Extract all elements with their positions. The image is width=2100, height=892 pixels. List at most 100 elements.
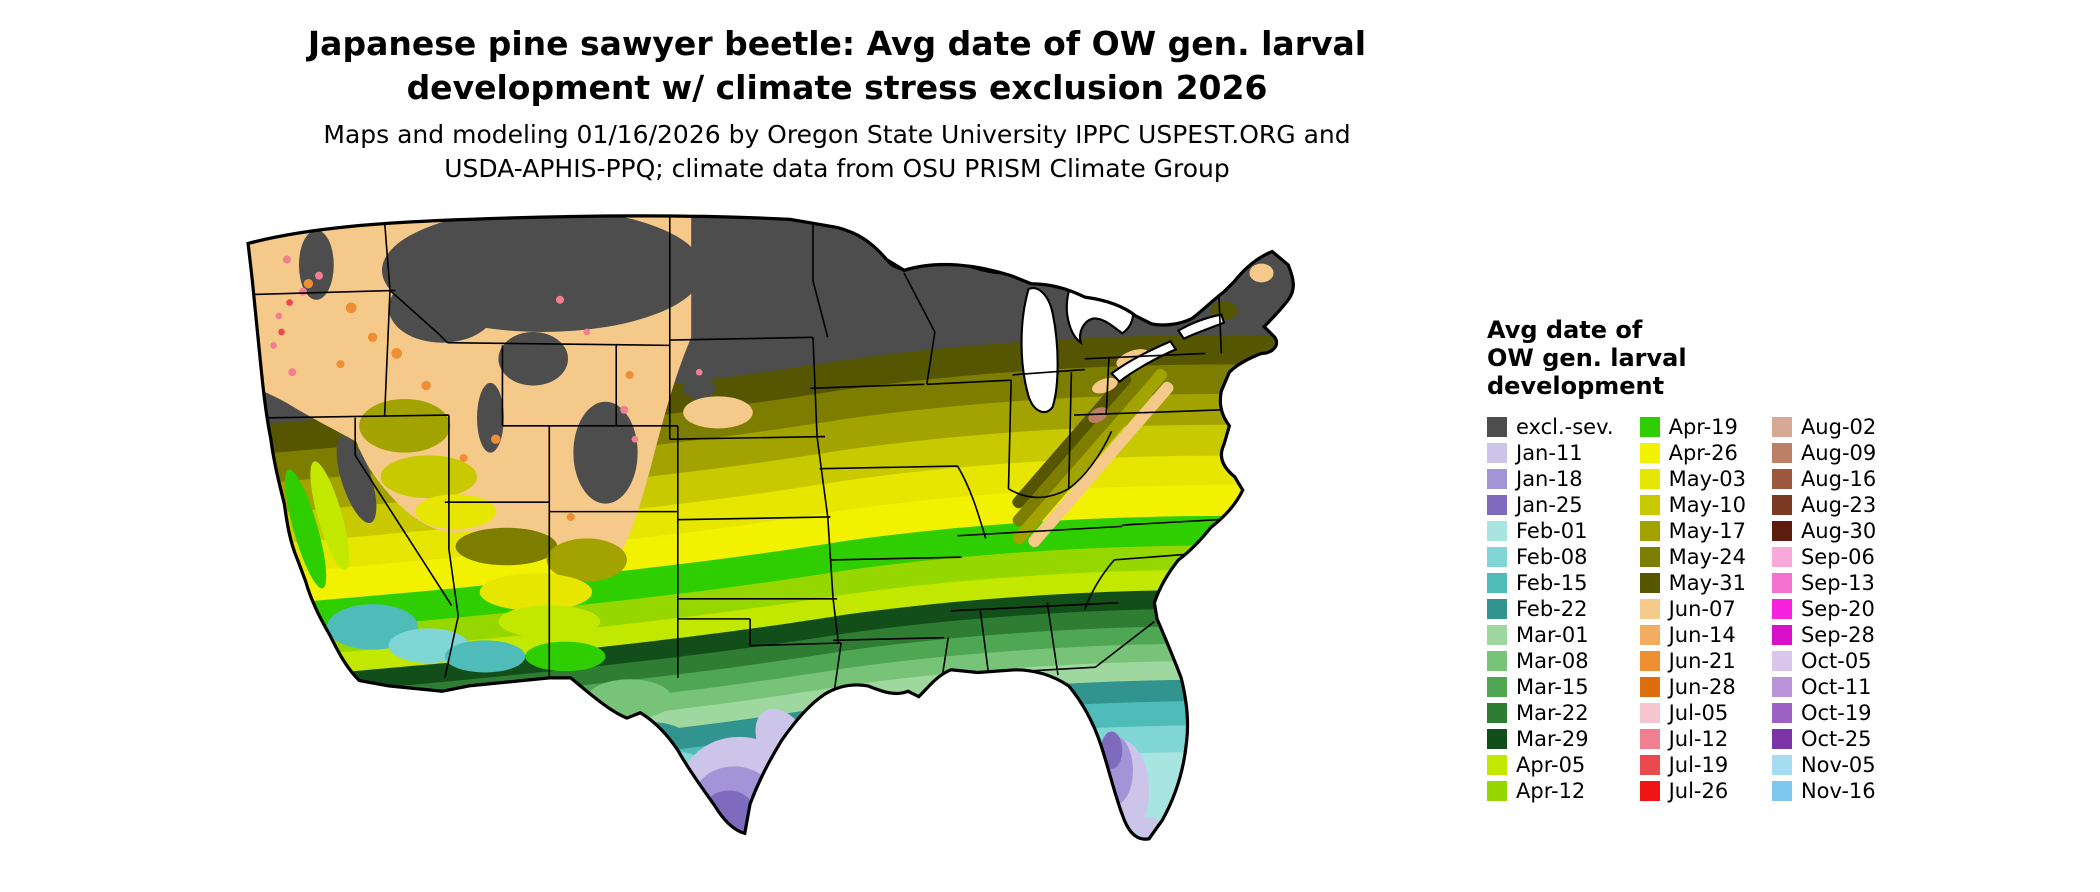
legend-label: Sep-28 [1800,622,1875,647]
legend-label: Apr-05 [1516,752,1586,777]
legend-label: Jun-21 [1668,648,1736,673]
legend-title: Avg date of OW gen. larval development [1487,316,1927,400]
legend-swatch [1639,755,1660,775]
legend-item: Oct-11 [1771,674,1876,700]
legend-swatch [1771,677,1792,697]
legend-swatch [1639,677,1660,697]
legend-swatch [1487,443,1507,463]
legend-swatch [1639,781,1660,801]
legend-label: Mar-29 [1516,726,1589,751]
legend-swatch [1487,781,1507,801]
legend-swatch [1487,755,1507,775]
legend-column: excl.-sev. Jan-11 Jan-18 Jan-25 Feb-01 Feb-08… [1487,414,1614,804]
legend-swatch [1771,755,1792,775]
legend-swatch [1639,573,1660,593]
legend-label: Aug-23 [1800,492,1877,517]
jun-speckles [303,279,634,522]
legend-swatch [1487,677,1507,697]
legend-swatch [1639,469,1660,489]
legend-label: Apr-19 [1668,414,1738,439]
legend-label: Feb-01 [1516,518,1588,543]
lake-michigan [1020,287,1059,414]
legend-label: May-31 [1668,570,1746,595]
legend-label: Feb-22 [1516,596,1588,621]
legend-item: Apr-05 [1487,752,1614,778]
legend-label: Oct-25 [1800,726,1872,751]
legend-item: Jun-14 [1639,622,1746,648]
legend-item: Jan-11 [1487,440,1614,466]
legend-swatch [1639,651,1660,671]
legend-swatch [1639,703,1660,723]
legend-label: Mar-01 [1516,622,1589,647]
us-map-svg [246,214,1295,841]
legend-label: Mar-22 [1516,700,1589,725]
legend-label: Sep-20 [1800,596,1875,621]
lake-erie [1109,340,1178,384]
legend-label: Jul-12 [1668,726,1729,751]
lake-ontario [1176,313,1226,341]
legend-swatch [1487,547,1507,567]
legend-item: Feb-01 [1487,518,1614,544]
legend-item: May-17 [1639,518,1746,544]
legend-swatch [1771,417,1792,437]
figure-title: Japanese pine sawyer beetle: Avg date of… [237,22,1437,110]
legend-item: Jul-26 [1639,778,1746,804]
legend-item: Jan-25 [1487,492,1614,518]
legend-title-line3: development [1487,372,1665,400]
legend-swatch [1639,443,1660,463]
legend-item: Apr-26 [1639,440,1746,466]
legend-item: Sep-06 [1771,544,1876,570]
legend-item: Mar-01 [1487,622,1614,648]
legend-item: Nov-05 [1771,752,1876,778]
legend-item: Aug-30 [1771,518,1877,544]
legend-swatch [1771,573,1792,593]
legend-title-line1: Avg date of [1487,316,1643,344]
legend-label: Mar-08 [1516,648,1589,673]
legend-label: Nov-05 [1800,752,1876,777]
legend-swatch [1771,599,1792,619]
legend-label: Sep-06 [1800,544,1875,569]
legend-label: Aug-09 [1800,440,1877,465]
legend-item: Feb-08 [1487,544,1614,570]
legend-item: Mar-29 [1487,726,1614,752]
legend-item: May-10 [1639,492,1746,518]
legend-swatch [1487,651,1507,671]
legend-item: May-03 [1639,466,1746,492]
legend-swatch [1639,625,1660,645]
legend-item: Mar-15 [1487,674,1614,700]
legend-label: Aug-30 [1800,518,1877,543]
legend-swatch [1639,729,1660,749]
map-legend: Avg date of OW gen. larval development e… [1487,316,1927,804]
figure-subtitle-line1: Maps and modeling 01/16/2026 by Oregon S… [323,120,1351,149]
legend-label: Feb-15 [1516,570,1588,595]
legend-label: Jan-25 [1516,492,1583,517]
legend-label: Apr-26 [1668,440,1738,465]
legend-label: Aug-02 [1800,414,1877,439]
legend-swatch [1639,417,1660,437]
legend-swatch [1771,729,1792,749]
legend-item: Oct-05 [1771,648,1876,674]
legend-columns: excl.-sev. Jan-11 Jan-18 Jan-25 Feb-01 Feb-08… [1487,414,1927,804]
legend-item: Jul-19 [1639,752,1746,778]
legend-swatch [1487,469,1507,489]
legend-item: Jan-18 [1487,466,1614,492]
legend-label: Jul-19 [1668,752,1729,777]
legend-item: Aug-09 [1771,440,1877,466]
legend-label: Mar-15 [1516,674,1589,699]
legend-swatch [1487,573,1507,593]
figure-title-line2: development w/ climate stress exclusion … [406,68,1268,107]
legend-label: Jan-18 [1516,466,1583,491]
legend-item: Jun-28 [1639,674,1746,700]
legend-item: Apr-12 [1487,778,1614,804]
legend-item: Jun-07 [1639,596,1746,622]
legend-swatch [1771,443,1792,463]
legend-item: Mar-22 [1487,700,1614,726]
legend-label: Feb-08 [1516,544,1588,569]
legend-label: Jun-14 [1668,622,1736,647]
legend-item: Aug-23 [1771,492,1877,518]
legend-swatch [1771,651,1792,671]
legend-item: Mar-08 [1487,648,1614,674]
legend-title-line2: OW gen. larval [1487,344,1687,372]
legend-swatch [1639,547,1660,567]
